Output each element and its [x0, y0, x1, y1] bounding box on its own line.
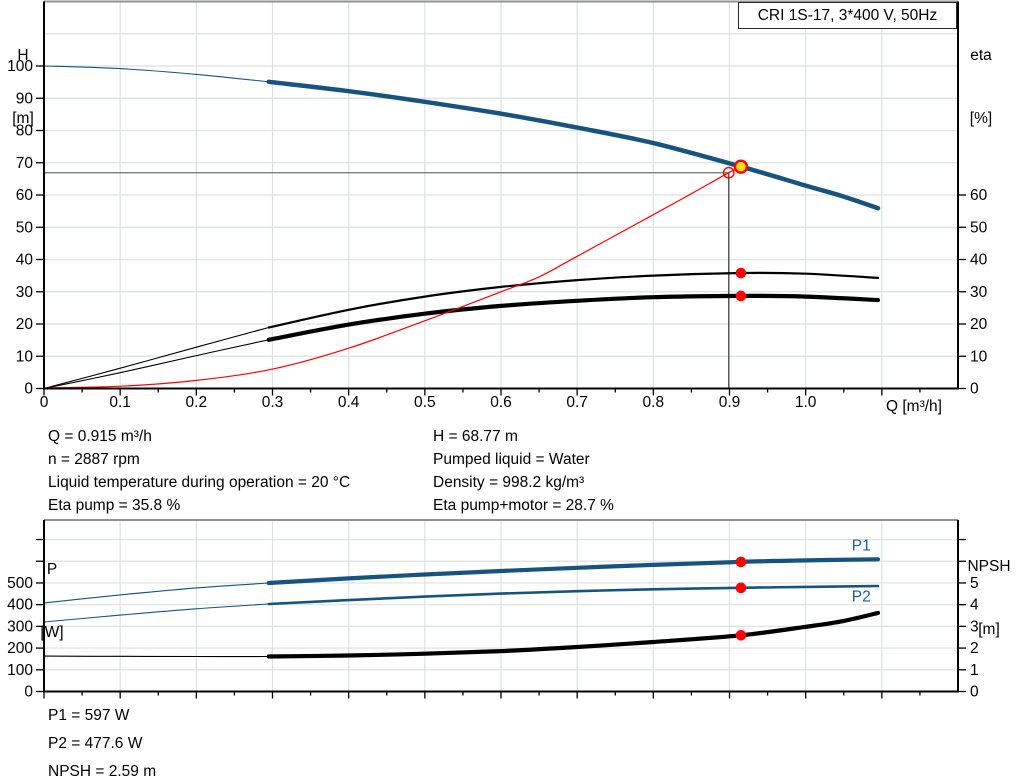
- svg-text:0.1: 0.1: [109, 394, 131, 411]
- svg-text:30: 30: [970, 284, 988, 301]
- svg-text:20: 20: [16, 316, 34, 333]
- power-npsh-chart: 0 100 200 300 400 500 0 1 2 3 4 5 P1 P2: [7, 519, 979, 701]
- svg-text:200: 200: [7, 640, 33, 657]
- q-axis-label: Q [m³/h]: [886, 398, 942, 415]
- h-axis-header: H [m]: [2, 3, 44, 171]
- eta-duty-indicator-curve: [43, 167, 742, 389]
- svg-text:10: 10: [16, 348, 34, 365]
- operating-info-left: Q = 0.915 m³/h n = 2887 rpm Liquid tempe…: [48, 425, 350, 517]
- eta-pump-point: [735, 267, 747, 279]
- svg-text:4: 4: [970, 597, 979, 614]
- svg-text:1.0: 1.0: [795, 394, 817, 411]
- eta-axis-header: eta [%]: [958, 3, 1004, 171]
- eta-pump-motor-point: [735, 290, 747, 302]
- gridlines: [44, 1, 958, 389]
- operating-info-right: H = 68.77 m Pumped liquid = Water Densit…: [433, 425, 614, 517]
- svg-text:500: 500: [7, 575, 33, 592]
- npsh-axis-symbol: NPSH: [967, 558, 1011, 575]
- svg-text:0: 0: [970, 381, 979, 398]
- gridlines: [44, 520, 958, 692]
- svg-text:80: 80: [16, 123, 34, 140]
- info-p2: P2 = 477.6 W: [48, 735, 143, 752]
- info-liquid-temp: Liquid temperature during operation = 20…: [48, 474, 351, 491]
- svg-text:0: 0: [970, 684, 979, 701]
- p-axis-symbol: P: [46, 561, 58, 578]
- svg-text:90: 90: [16, 90, 34, 107]
- svg-text:0: 0: [24, 381, 33, 398]
- eta-pump-motor-curve: [43, 293, 881, 390]
- svg-text:0.2: 0.2: [186, 394, 208, 411]
- svg-text:40: 40: [16, 252, 34, 269]
- svg-text:70: 70: [16, 155, 34, 172]
- svg-text:60: 60: [970, 187, 988, 204]
- svg-text:0.9: 0.9: [719, 394, 741, 411]
- info-pumped-liquid: Pumped liquid = Water: [433, 451, 590, 468]
- npsh-axis-unit: [m]: [978, 621, 1000, 638]
- p1-curve: [43, 557, 881, 604]
- info-density: Density = 998.2 kg/m³: [433, 474, 585, 491]
- svg-text:30: 30: [16, 284, 34, 301]
- svg-text:0.5: 0.5: [414, 394, 436, 411]
- p-axis-header: P [W]: [30, 517, 74, 685]
- npsh-axis-header: NPSH [m]: [956, 514, 1022, 682]
- p2-point: [735, 582, 747, 594]
- curve-label-p1: P1: [852, 538, 871, 555]
- requested-duty-point: [722, 166, 735, 179]
- p1-point: [735, 556, 747, 568]
- info-q: Q = 0.915 m³/h: [48, 428, 152, 445]
- svg-text:2: 2: [970, 640, 979, 657]
- axis-ticks: 0 0.1 0.2 0.3 0.4 0.5 0.6 0.7 0.8 0.9 1.0 0 10 20 30 40…: [7, 58, 987, 411]
- h-axis-unit: [m]: [12, 110, 34, 127]
- pump-title: CRI 1S-17, 3*400 V, 50Hz: [757, 7, 938, 24]
- duty-point: [733, 159, 749, 174]
- svg-text:0.7: 0.7: [566, 394, 588, 411]
- svg-text:0.3: 0.3: [262, 394, 284, 411]
- pump-title-box: CRI 1S-17, 3*400 V, 50Hz: [738, 2, 957, 29]
- npsh-curve: [43, 610, 881, 659]
- qh-eta-chart: 0 0.1 0.2 0.3 0.4 0.5 0.6 0.7 0.8 0.9 1.0 0 10 20 30 40…: [7, 0, 988, 411]
- npsh-point: [735, 629, 747, 641]
- p2-curve: [43, 584, 880, 623]
- svg-text:10: 10: [970, 348, 988, 365]
- svg-text:0: 0: [40, 394, 49, 411]
- svg-text:60: 60: [16, 187, 34, 204]
- eta-pump-curve: [43, 271, 880, 390]
- svg-text:5: 5: [970, 575, 979, 592]
- svg-text:20: 20: [970, 316, 988, 333]
- info-p1: P1 = 597 W: [48, 707, 130, 724]
- svg-text:50: 50: [16, 219, 34, 236]
- svg-text:0.6: 0.6: [490, 394, 512, 411]
- svg-text:1: 1: [970, 662, 979, 679]
- h-axis-symbol: H: [17, 47, 29, 64]
- axis-ticks: 0 100 200 300 400 500 0 1 2 3 4 5: [7, 538, 979, 701]
- svg-text:0.4: 0.4: [338, 394, 360, 411]
- svg-text:400: 400: [7, 597, 33, 614]
- svg-text:100: 100: [7, 662, 33, 679]
- info-n: n = 2887 rpm: [48, 451, 140, 468]
- p-axis-unit: [W]: [40, 624, 64, 641]
- svg-text:40: 40: [970, 252, 988, 269]
- h-curve-curve: [43, 65, 881, 211]
- svg-text:0.8: 0.8: [643, 394, 665, 411]
- eta-axis-symbol: eta: [970, 47, 992, 64]
- curve-label-p2: P2: [852, 589, 871, 606]
- info-h: H = 68.77 m: [433, 428, 518, 445]
- svg-text:50: 50: [970, 219, 988, 236]
- power-info: P1 = 597 W P2 = 477.6 W NPSH = 2.59 m: [48, 702, 156, 781]
- info-npsh: NPSH = 2.59 m: [48, 763, 157, 780]
- info-eta-pump: Eta pump = 35.8 %: [48, 497, 181, 514]
- info-eta-pump-motor: Eta pump+motor = 28.7 %: [433, 497, 614, 514]
- eta-axis-unit: [%]: [969, 110, 993, 127]
- svg-text:3: 3: [970, 618, 979, 635]
- svg-text:0: 0: [24, 684, 33, 701]
- svg-text:300: 300: [7, 618, 33, 635]
- svg-text:100: 100: [7, 58, 33, 75]
